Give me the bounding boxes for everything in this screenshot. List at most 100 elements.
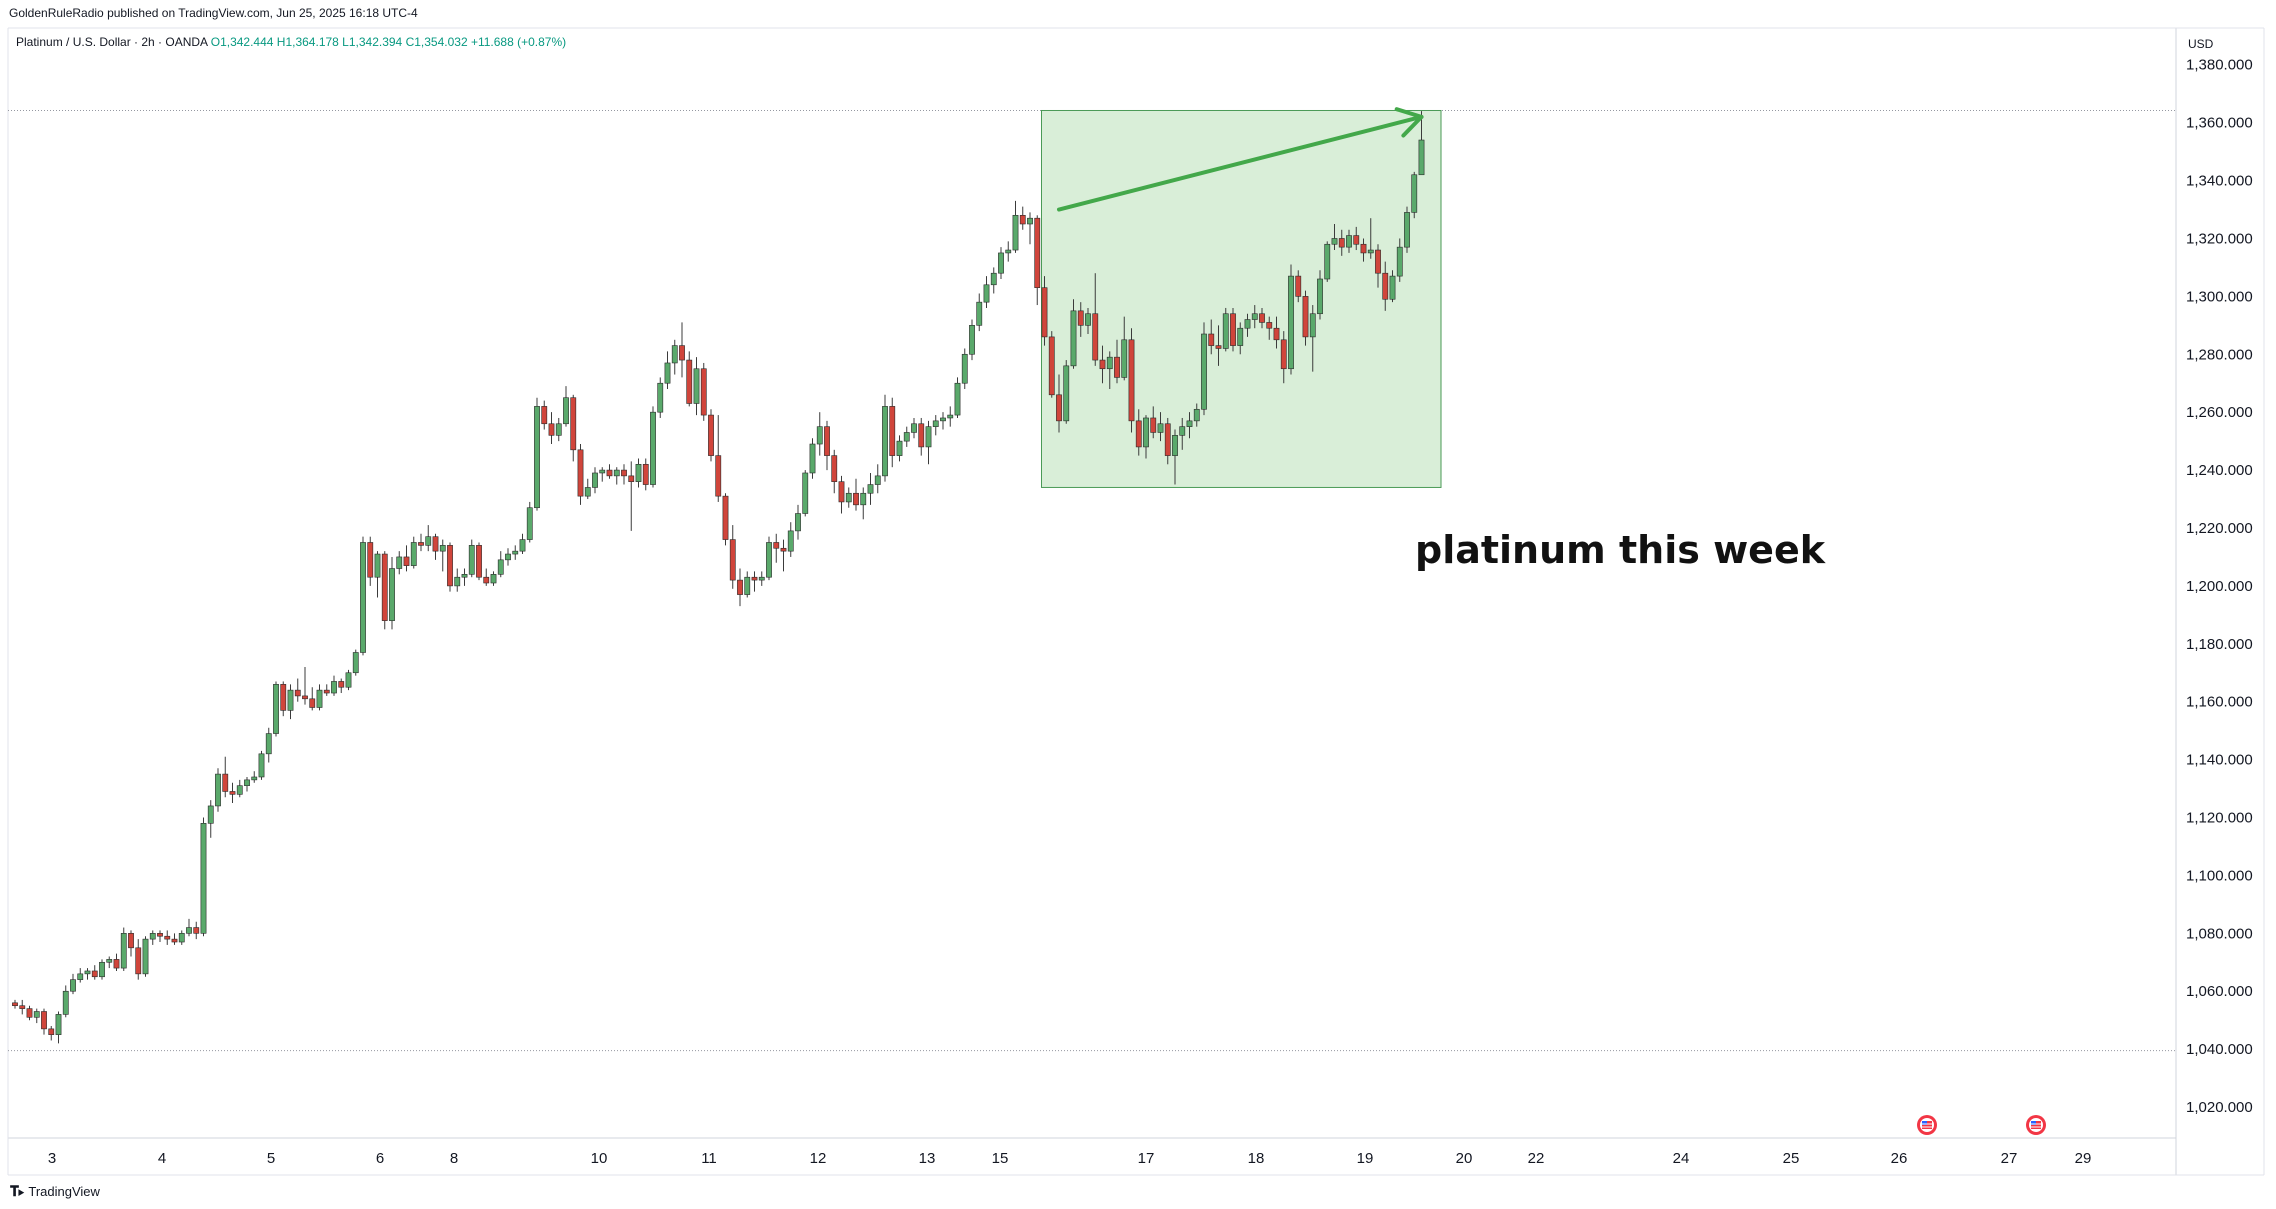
candle-body-up (1193, 408, 1200, 422)
candle-body-down (157, 933, 163, 937)
candle-body-up (1324, 243, 1331, 280)
candle (468, 539, 475, 578)
candle (824, 420, 830, 471)
candle (55, 1011, 62, 1044)
time-tick-label: 17 (1138, 1150, 1155, 1167)
highlight-box[interactable] (1041, 109, 1442, 488)
candle (200, 817, 207, 937)
candle (302, 666, 308, 705)
us-event-flag-icon[interactable] (1917, 1115, 1937, 1135)
candle (998, 247, 1004, 279)
candle-body-up (215, 773, 221, 807)
price-tick-label: 1,300.000 (2186, 288, 2253, 305)
candle (41, 1008, 47, 1035)
candle-body-up (758, 576, 765, 581)
candle (766, 536, 772, 581)
candle (1411, 171, 1418, 219)
candle (628, 461, 635, 531)
candle (1317, 270, 1323, 320)
candle (845, 487, 852, 508)
candle-body-up (178, 933, 185, 943)
candle (758, 571, 765, 586)
candle (1135, 409, 1142, 456)
candle-body-down (171, 938, 178, 943)
candle (1367, 218, 1374, 259)
candle (1338, 229, 1345, 256)
candle-body-up (1346, 235, 1352, 248)
candle-body-up (389, 568, 395, 621)
trend-arrow-line[interactable] (1057, 114, 1424, 212)
candle-body-up (983, 284, 990, 303)
candle (969, 319, 975, 361)
candle (280, 681, 287, 717)
candle-body-up (425, 536, 432, 546)
candle (19, 999, 26, 1015)
time-tick-label: 11 (701, 1150, 717, 1167)
candle-body-up (940, 417, 946, 422)
candle-body-up (969, 325, 975, 355)
candle (265, 727, 272, 763)
candle-body-up (1404, 212, 1410, 248)
candle (1353, 226, 1360, 251)
tradingview-logo-icon: 𝐓▸ (10, 1183, 24, 1199)
symbol-title[interactable]: Platinum / U.S. Dollar · 2h · OANDA (16, 35, 208, 49)
candle-body-down (193, 927, 200, 934)
candle (1121, 316, 1128, 381)
candle-body-up (512, 550, 519, 555)
time-tick-label: 6 (376, 1150, 384, 1167)
candlestick-series (12, 111, 1425, 1044)
candle (947, 406, 954, 427)
candle-body-up (331, 681, 337, 694)
candle-body-up (1157, 423, 1164, 433)
ohlc-values: O1,342.444 H1,364.178 L1,342.394 C1,354.… (210, 35, 567, 49)
time-tick-label: 22 (1528, 1150, 1545, 1167)
candle (229, 782, 236, 804)
candle-body-down (135, 947, 142, 975)
candle-body-down (1041, 287, 1048, 338)
candle (940, 412, 946, 430)
candle (483, 568, 490, 586)
candle-body-up (1106, 356, 1113, 370)
candle (425, 525, 432, 552)
price-tick-label: 1,140.000 (2186, 752, 2253, 769)
candle-body-down (722, 495, 729, 540)
candle-body-up (287, 689, 294, 711)
candle-body-up (1201, 333, 1207, 410)
candle (613, 467, 620, 485)
candle (77, 968, 84, 983)
candle-body-down (1353, 235, 1360, 245)
candle (570, 394, 577, 462)
candle (135, 939, 142, 980)
candle (976, 293, 983, 332)
candle-body-up (961, 353, 968, 384)
candle (932, 415, 939, 436)
us-event-flag-icon[interactable] (2026, 1115, 2046, 1135)
candle (381, 551, 388, 630)
candle (787, 522, 794, 557)
candle-body-up (555, 423, 562, 436)
candle (795, 504, 801, 540)
time-tick-label: 5 (267, 1150, 275, 1167)
candle-body-up (802, 472, 809, 514)
candle (251, 771, 258, 783)
candle (236, 779, 243, 798)
candle-body-up (534, 406, 540, 509)
candle (816, 412, 823, 456)
candle (693, 357, 700, 416)
candle (157, 930, 163, 943)
candle (606, 464, 613, 479)
candle (193, 921, 200, 940)
candle (439, 539, 446, 572)
candle-body-up (664, 362, 671, 384)
candle-body-up (1012, 214, 1019, 251)
candle (1106, 351, 1113, 390)
time-tick-label: 10 (591, 1150, 608, 1167)
candle (178, 930, 185, 945)
tradingview-logo[interactable]: 𝐓▸ TradingView (10, 1183, 100, 1200)
candle (316, 684, 323, 711)
candle-body-down (1382, 272, 1389, 300)
price-axis: 1,020.000 1,040.000 1,060.000 1,080.000 1,10… (2186, 57, 2253, 1116)
candle-body-up (860, 492, 867, 506)
candle-body-down (708, 414, 714, 456)
